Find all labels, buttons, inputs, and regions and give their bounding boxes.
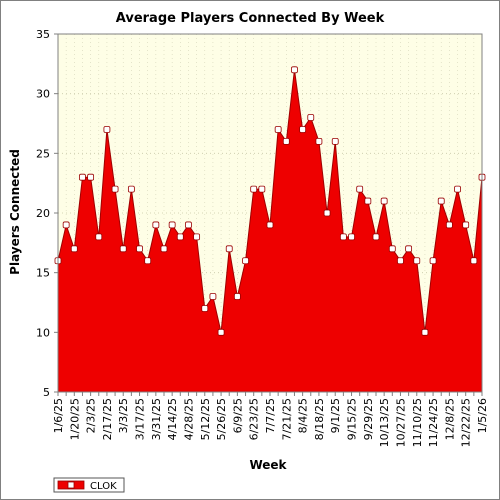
data-point	[454, 185, 461, 193]
x-tick-label: 7/21/25	[280, 398, 293, 440]
data-point	[339, 233, 347, 241]
data-point	[348, 233, 355, 241]
data-point	[79, 173, 86, 181]
data-point	[168, 221, 176, 229]
y-axis-label: Players Connected	[8, 149, 22, 275]
x-tick-label: 3/3/25	[117, 398, 130, 433]
data-point	[152, 221, 160, 229]
chart-title: Average Players Connected By Week	[116, 11, 385, 26]
data-point	[185, 221, 192, 229]
series-area-fill	[58, 69, 482, 393]
data-point	[242, 257, 249, 265]
x-tick-label: 6/23/25	[248, 398, 261, 440]
x-tick-label: 12/22/25	[460, 398, 473, 447]
y-tick-label: 15	[36, 267, 50, 280]
data-point	[136, 245, 143, 253]
data-point	[282, 137, 290, 145]
data-point	[127, 185, 135, 193]
x-tick-label: 5/12/25	[199, 398, 212, 440]
x-tick-label: 8/18/25	[313, 398, 326, 440]
x-tick-labels: 1/6/25 1/20/25 2/3/25 2/17/25 3/3/25 3/17/25 3…	[52, 398, 489, 447]
x-axis-label: Week	[249, 458, 287, 472]
data-point	[429, 257, 437, 265]
x-tick-label: 8/4/25	[297, 398, 310, 433]
data-point	[176, 233, 184, 241]
data-point	[470, 257, 478, 265]
data-point	[331, 137, 339, 145]
data-point	[299, 126, 307, 133]
data-point	[266, 221, 274, 229]
data-point	[225, 245, 233, 253]
x-tick-label: 7/7/25	[264, 398, 277, 433]
legend-label: CLOK	[90, 481, 117, 492]
data-point	[258, 185, 266, 193]
x-tick-label: 1/20/25	[68, 398, 81, 440]
x-tick-label: 6/9/25	[231, 398, 244, 433]
data-point	[201, 305, 209, 312]
x-tick-label: 9/29/25	[362, 398, 375, 440]
data-point	[307, 114, 315, 121]
data-point	[437, 197, 445, 205]
x-tick-label: 10/27/25	[394, 398, 407, 447]
y-tick-label: 25	[36, 147, 50, 160]
y-tick-label: 10	[36, 326, 50, 339]
x-tick-label: 3/17/25	[134, 398, 147, 440]
data-point	[388, 245, 396, 253]
data-point	[323, 209, 331, 217]
x-tick-label: 1/6/25	[52, 398, 65, 433]
data-point	[250, 185, 258, 193]
data-point	[315, 137, 323, 145]
y-tick-label: 5	[43, 386, 50, 399]
data-point	[103, 126, 111, 133]
data-point	[372, 233, 380, 241]
data-point	[445, 221, 453, 229]
x-tick-label: 1/5/26	[476, 398, 489, 433]
legend: CLOK	[53, 477, 125, 493]
data-point	[70, 245, 78, 253]
data-point	[380, 197, 388, 205]
data-point	[95, 233, 103, 241]
y-tick-labels: 5 10 15 20 25 30 35	[36, 28, 50, 399]
legend-marker	[67, 481, 75, 489]
x-tick-label: 2/17/25	[101, 398, 114, 440]
data-point	[356, 185, 364, 193]
data-point	[233, 293, 241, 300]
x-tick-label: 11/10/25	[411, 398, 424, 447]
x-tick-label: 2/3/25	[85, 398, 98, 433]
x-tick-label: 9/15/25	[346, 398, 359, 440]
data-point	[462, 221, 470, 229]
y-tick-label: 35	[36, 28, 50, 41]
data-point	[144, 257, 152, 265]
data-markers	[54, 66, 486, 336]
x-tick-label: 9/1/25	[329, 398, 342, 433]
x-tick-label: 3/31/25	[150, 398, 163, 440]
x-tick-label: 10/13/25	[378, 398, 391, 447]
x-tick-label: 4/28/25	[182, 398, 195, 440]
axes	[54, 33, 483, 396]
x-tick-label: 12/8/25	[443, 398, 456, 440]
data-point	[160, 245, 168, 253]
x-tick-label: 11/24/25	[427, 398, 440, 447]
data-point	[421, 328, 429, 336]
data-point	[119, 245, 127, 253]
y-tick-label: 20	[36, 207, 50, 220]
data-point	[364, 197, 372, 205]
data-point	[413, 257, 421, 265]
data-point	[397, 257, 404, 265]
data-point	[405, 245, 413, 253]
x-tick-label: 5/26/25	[215, 398, 228, 440]
data-point	[291, 66, 298, 74]
x-tick-label: 4/14/25	[166, 398, 179, 440]
data-point	[111, 185, 119, 193]
data-point	[62, 221, 70, 229]
data-point	[209, 293, 217, 300]
data-point	[87, 173, 95, 181]
data-point	[274, 126, 282, 133]
data-point	[217, 328, 225, 336]
y-tick-label: 30	[36, 88, 50, 101]
data-point	[193, 233, 201, 241]
